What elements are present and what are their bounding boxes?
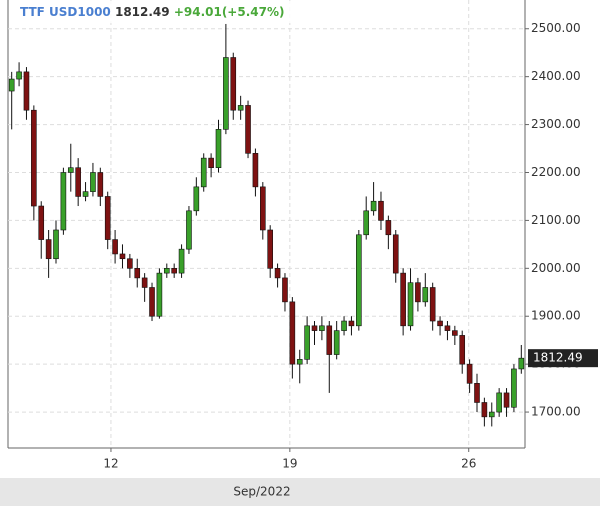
candle-body xyxy=(400,272,406,327)
candle-body xyxy=(511,368,517,408)
change: +94.01(+5.47%) xyxy=(174,5,285,19)
candle-body xyxy=(237,105,244,111)
candle-body xyxy=(333,330,340,355)
x-label-strip xyxy=(0,478,600,506)
candle-body xyxy=(200,157,207,188)
x-axis-label: Sep/2022 xyxy=(233,485,290,499)
candle-body xyxy=(45,239,52,260)
candle-body xyxy=(82,191,89,197)
candle-body xyxy=(245,105,251,154)
candle-body xyxy=(230,57,237,111)
candle-body xyxy=(16,71,22,80)
x-tick-label: 19 xyxy=(282,457,297,471)
candle-body xyxy=(311,325,318,331)
candle-body xyxy=(304,325,310,360)
candle-body xyxy=(141,277,148,288)
candle-body xyxy=(459,335,466,365)
candle-body xyxy=(392,234,399,274)
candle-body xyxy=(356,234,362,327)
candle-body xyxy=(474,383,480,403)
candle-body xyxy=(67,167,74,173)
y-tick-label: 2000.00 xyxy=(531,261,581,275)
candle-body xyxy=(134,268,141,279)
candle-body xyxy=(53,229,59,260)
candle-body xyxy=(8,78,15,92)
candle-body xyxy=(444,325,451,331)
x-tick-label: 26 xyxy=(461,457,476,471)
candle-body xyxy=(481,402,488,418)
candle-body xyxy=(267,229,273,269)
candle-body xyxy=(488,411,495,418)
y-tick-label: 2100.00 xyxy=(531,213,581,227)
candle-body xyxy=(326,325,333,355)
candle-body xyxy=(260,186,266,231)
candle-body xyxy=(163,268,170,274)
y-tick-label: 1700.00 xyxy=(531,405,581,419)
candle-body xyxy=(466,363,473,384)
candle-body xyxy=(437,320,443,327)
candle-body xyxy=(415,282,421,303)
candle-body xyxy=(38,205,45,240)
candle-body xyxy=(90,172,96,192)
candle-body xyxy=(429,287,436,322)
last-price-box xyxy=(528,349,598,368)
candle-body xyxy=(282,277,288,303)
candle-body xyxy=(23,71,30,111)
candle-body xyxy=(193,186,200,212)
grid xyxy=(8,0,525,448)
candle-body xyxy=(363,210,370,236)
candle-body xyxy=(178,248,185,274)
candle-body xyxy=(407,282,414,327)
candle-body xyxy=(112,239,118,255)
header: TTF USD1000 1812.49 +94.01(+5.47%) xyxy=(20,5,284,19)
candle-body xyxy=(60,172,67,231)
candle-body xyxy=(156,272,163,317)
candle-body xyxy=(370,200,377,212)
candle-body xyxy=(171,268,177,274)
candle-body xyxy=(75,167,81,197)
candle-body xyxy=(319,325,325,331)
candles xyxy=(8,23,525,427)
candle-body xyxy=(422,287,429,303)
candle-body xyxy=(385,220,392,236)
candle-body xyxy=(149,287,155,317)
candle-body xyxy=(518,357,525,370)
candle-body xyxy=(97,172,104,197)
candle-body xyxy=(223,57,229,130)
candle-body xyxy=(186,210,192,250)
y-tick-label: 2500.00 xyxy=(531,21,581,35)
candle-body xyxy=(274,268,281,279)
candle-body xyxy=(208,157,214,169)
candle-body xyxy=(215,129,222,169)
y-tick-label: 2400.00 xyxy=(531,69,581,83)
candle-body xyxy=(289,301,296,365)
candle-body xyxy=(252,153,259,188)
candle-body xyxy=(503,392,510,408)
header-bg xyxy=(14,1,364,23)
candle-body xyxy=(452,330,458,336)
x-tick-label: 12 xyxy=(103,457,118,471)
candle-body xyxy=(496,392,502,413)
candle-body xyxy=(31,109,37,207)
last-price: 1812.49 xyxy=(115,5,170,19)
symbol: TTF USD1000 xyxy=(20,5,111,19)
candle-body xyxy=(119,253,126,260)
candle-body xyxy=(348,320,355,327)
candle-body xyxy=(104,196,111,240)
y-tick-label: 2300.00 xyxy=(531,117,581,131)
y-tick-label: 1900.00 xyxy=(531,309,581,323)
candle-body xyxy=(127,258,133,269)
candle-body xyxy=(378,200,384,221)
last-price-label: 1812.49 xyxy=(533,351,583,365)
y-tick-label: 2200.00 xyxy=(531,165,581,179)
candle-body xyxy=(341,320,347,331)
candle-body xyxy=(296,359,303,365)
